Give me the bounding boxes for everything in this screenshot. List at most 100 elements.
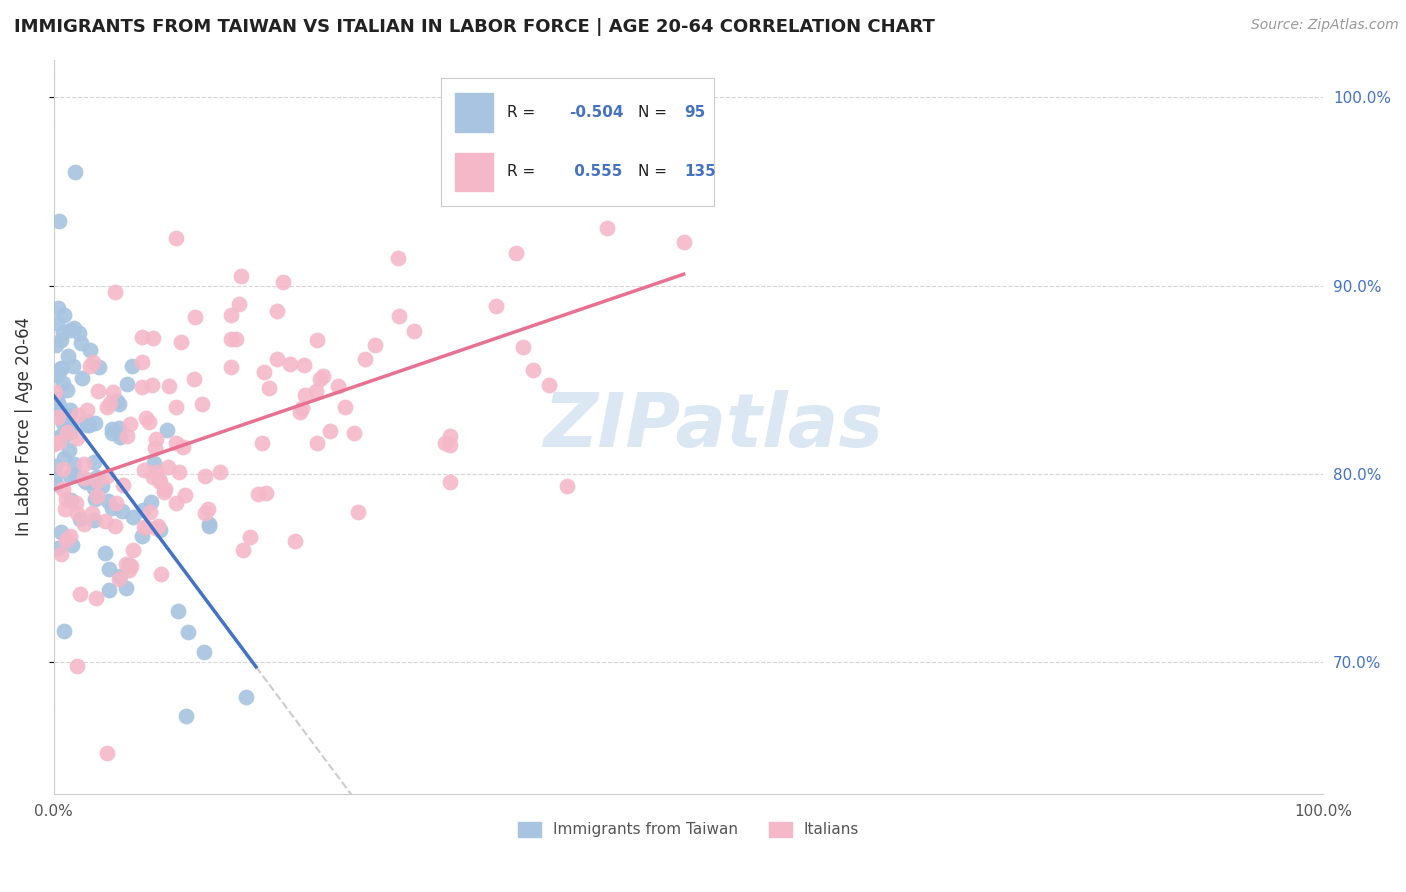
Point — [596, 221, 619, 235]
Point — [387, 251, 409, 265]
Point — [152, 484, 174, 499]
Point — [94, 546, 117, 560]
Point — [48, 541, 70, 556]
Point — [56, 425, 79, 440]
Legend: Immigrants from Taiwan, Italians: Immigrants from Taiwan, Italians — [510, 814, 866, 845]
Point — [94, 515, 117, 529]
Point — [98, 562, 121, 576]
Point — [45, 392, 67, 407]
Point — [46, 368, 69, 383]
Point — [56, 349, 79, 363]
Point — [46, 410, 69, 425]
Point — [148, 471, 170, 485]
Point — [120, 559, 142, 574]
Point — [42, 436, 65, 450]
Point — [97, 493, 120, 508]
Point — [55, 491, 77, 506]
Point — [512, 340, 534, 354]
Point — [165, 435, 187, 450]
Point — [139, 505, 162, 519]
Point — [165, 231, 187, 245]
Point — [326, 379, 349, 393]
Point — [404, 324, 426, 338]
Point — [111, 504, 134, 518]
Point — [49, 362, 72, 376]
Point — [52, 325, 75, 339]
Point — [288, 404, 311, 418]
Point — [145, 521, 167, 535]
Point — [101, 426, 124, 441]
Point — [252, 365, 274, 379]
Point — [221, 359, 243, 374]
Point — [77, 417, 100, 432]
Point — [131, 380, 153, 394]
Point — [121, 359, 143, 373]
Point — [305, 384, 328, 398]
Point — [118, 563, 141, 577]
Point — [149, 475, 172, 489]
Point — [142, 456, 165, 470]
Point — [305, 333, 328, 347]
Point — [70, 371, 93, 385]
Point — [59, 425, 82, 439]
Point — [45, 476, 67, 491]
Point — [145, 432, 167, 446]
Point — [79, 359, 101, 373]
Point — [108, 396, 131, 410]
Point — [76, 402, 98, 417]
Point — [278, 357, 301, 371]
Point — [107, 572, 129, 586]
Point — [55, 533, 77, 547]
Point — [86, 489, 108, 503]
Point — [69, 511, 91, 525]
Point — [439, 475, 461, 489]
Point — [101, 385, 124, 400]
Point — [271, 276, 294, 290]
Point — [131, 528, 153, 542]
Point — [75, 414, 97, 428]
Point — [48, 398, 70, 412]
Point — [139, 495, 162, 509]
Point — [208, 465, 231, 479]
Point — [194, 469, 217, 483]
Point — [66, 431, 89, 445]
Point — [146, 518, 169, 533]
Point — [176, 625, 198, 640]
Point — [73, 471, 96, 485]
Point — [77, 473, 100, 487]
Point — [44, 468, 66, 483]
Point — [157, 378, 180, 392]
Point — [46, 301, 69, 315]
Point — [53, 450, 76, 465]
Point — [184, 310, 207, 324]
Point — [87, 360, 110, 375]
Point — [59, 403, 82, 417]
Point — [42, 436, 65, 450]
Point — [235, 690, 257, 704]
Point — [311, 369, 333, 384]
Point — [169, 465, 191, 479]
Point — [45, 316, 67, 330]
Point — [96, 746, 118, 760]
Point — [112, 478, 135, 492]
Point — [52, 417, 75, 431]
Point — [484, 300, 506, 314]
Point — [557, 479, 579, 493]
Point — [228, 297, 250, 311]
Point — [120, 417, 142, 431]
Point — [53, 502, 76, 516]
Point — [254, 486, 277, 500]
Point — [67, 326, 90, 341]
Point — [56, 383, 79, 397]
Point — [108, 420, 131, 434]
Text: IMMIGRANTS FROM TAIWAN VS ITALIAN IN LABOR FORCE | AGE 20-64 CORRELATION CHART: IMMIGRANTS FROM TAIWAN VS ITALIAN IN LAB… — [14, 18, 935, 36]
Point — [49, 547, 72, 561]
Point — [354, 351, 377, 366]
Point — [132, 503, 155, 517]
Point — [149, 567, 172, 582]
Point — [59, 322, 82, 336]
Point — [343, 425, 366, 440]
Point — [105, 393, 128, 408]
Point — [246, 487, 269, 501]
Point — [537, 377, 560, 392]
